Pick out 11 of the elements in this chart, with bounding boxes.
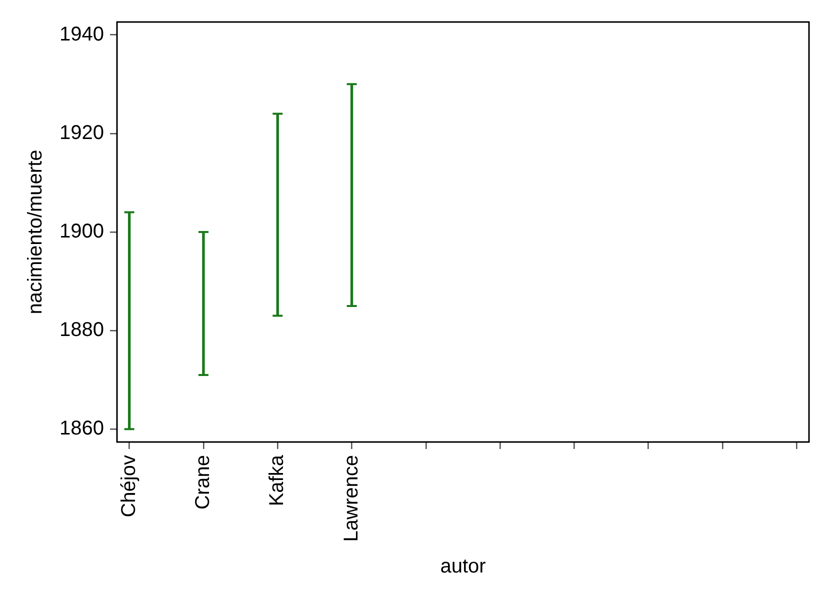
x-tick-label: Lawrence <box>340 455 362 542</box>
x-tick-label: Crane <box>192 455 214 510</box>
x-axis-title: autor <box>440 556 486 578</box>
y-tick-label: 1860 <box>60 418 104 440</box>
x-tick-label: Kafka <box>266 454 288 506</box>
y-tick-label: 1940 <box>60 23 104 46</box>
y-tick-label: 1900 <box>60 220 104 243</box>
y-axis-title: nacimiento/muerte <box>24 150 47 314</box>
y-tick-label: 1880 <box>60 319 104 342</box>
x-tick-label: Chéjov <box>118 455 140 518</box>
y-tick-label: 1920 <box>60 122 104 144</box>
